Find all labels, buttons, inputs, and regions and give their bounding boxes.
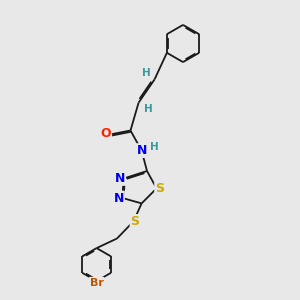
Text: N: N	[136, 144, 147, 157]
Text: Br: Br	[90, 278, 104, 288]
Text: S: S	[155, 182, 164, 195]
Text: H: H	[144, 103, 153, 114]
Text: N: N	[115, 172, 125, 185]
Text: O: O	[100, 127, 111, 140]
Text: H: H	[150, 142, 159, 152]
Text: H: H	[142, 68, 151, 78]
Text: S: S	[130, 215, 140, 228]
Text: N: N	[114, 191, 124, 205]
